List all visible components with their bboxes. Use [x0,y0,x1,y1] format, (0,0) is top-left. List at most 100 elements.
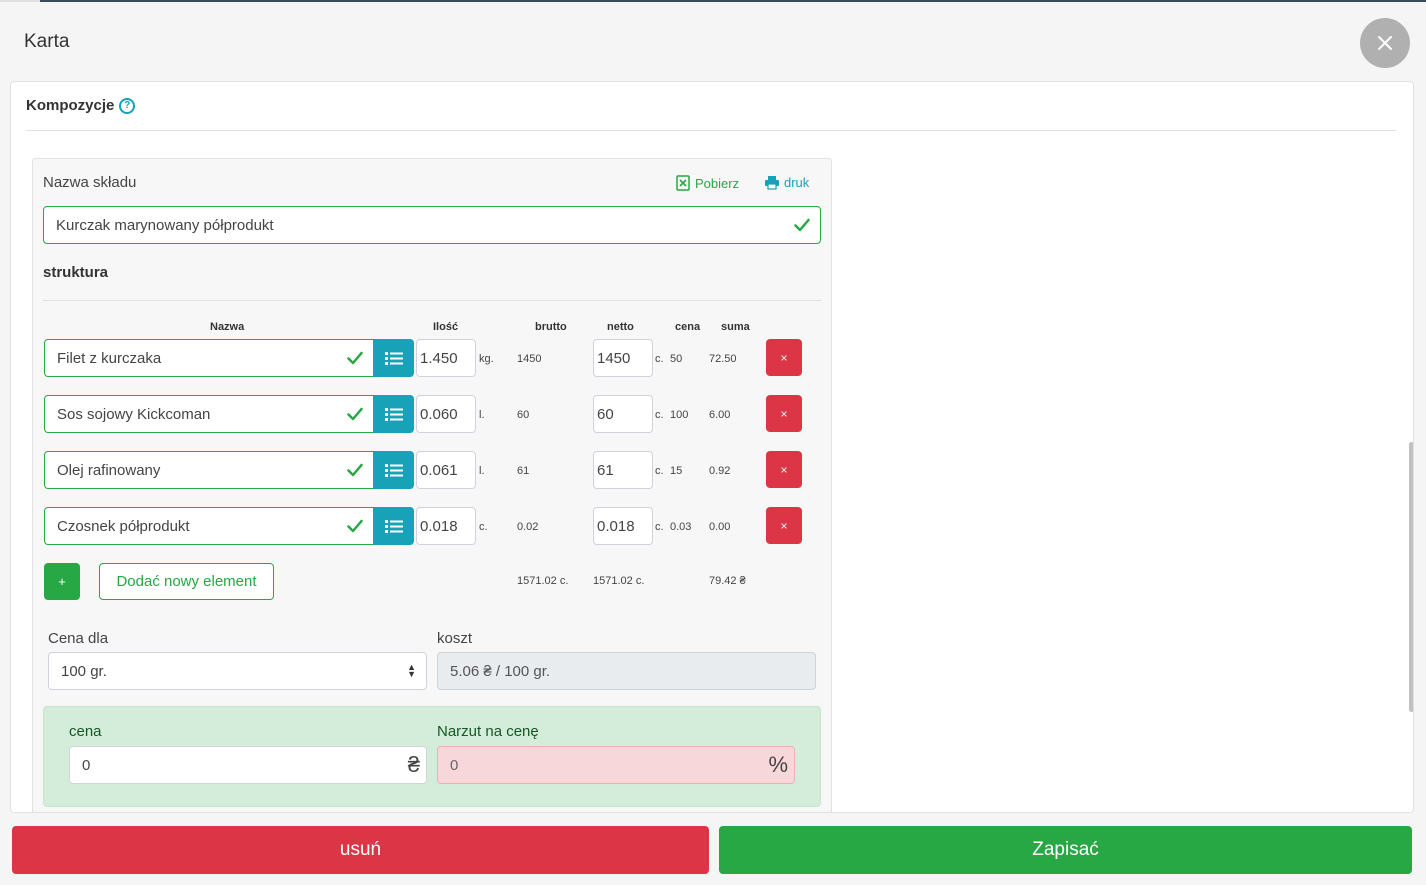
column-header-gross: brutto [535,321,567,333]
total-gross: 1571.02 c. [517,575,569,587]
net-unit: c. [655,409,664,421]
ingredient-name-input[interactable]: Czosnek półprodukt [44,507,374,545]
ingredient-list-button[interactable] [373,339,414,377]
check-icon [347,351,363,365]
sum-value: 72.50 [709,353,737,365]
scrollbar[interactable] [1409,442,1413,712]
qty-input[interactable]: 0.060 [416,395,476,433]
markup-input-value: 0 [450,756,459,774]
check-icon [794,218,810,232]
check-icon [347,519,363,533]
ingredient-row: Olej rafinowany 0.061 l. 61 61 c. 15 0.9… [33,451,833,491]
price-for-label: Cena dla [48,630,109,647]
ingredient-name: Olej rafinowany [57,461,161,479]
section-title: Kompozycje [26,97,115,114]
column-header-price: cena [675,321,701,333]
ingredient-name-input[interactable]: Filet z kurczaka [44,339,374,377]
ingredient-name: Sos sojowy Kickcoman [57,405,211,423]
qty-unit: l. [479,409,485,421]
compositions-panel: Kompozycje ? Nazwa składu Pobierz druk K… [10,81,1414,813]
qty-input[interactable]: 1.450 [416,339,476,377]
column-header-net: netto [607,321,634,333]
list-icon [384,519,403,533]
list-icon [384,407,403,421]
net-input[interactable]: 61 [593,451,653,489]
divider [26,130,1396,131]
column-header-name: Nazwa [210,321,245,333]
ingredient-list-button[interactable] [373,507,414,545]
markup-label: Narzut na cenę [437,723,539,740]
gross-value: 61 [517,465,530,477]
ingredient-list-button[interactable] [373,451,414,489]
ingredient-name-input[interactable]: Sos sojowy Kickcoman [44,395,374,433]
print-icon [765,176,779,190]
sum-value: 6.00 [709,409,731,421]
percent-icon: % [768,752,788,777]
sum-value: 0.92 [709,465,731,477]
net-input[interactable]: 1450 [593,339,653,377]
cost-label: koszt [437,630,473,647]
delete-row-button[interactable]: × [766,339,802,376]
close-button[interactable] [1360,18,1410,68]
close-icon [1378,36,1392,50]
gross-value: 60 [517,409,530,421]
price-value: 50 [670,353,683,365]
recipe-name-input[interactable]: Kurczak marynowany półprodukt [43,206,821,244]
price-for-value: 100 gr. [61,662,107,680]
delete-row-button[interactable]: × [766,395,802,432]
list-icon [384,351,403,365]
price-value: 15 [670,465,683,477]
net-input[interactable]: 0.018 [593,507,653,545]
delete-button[interactable]: usuń [12,826,709,874]
check-icon [347,463,363,477]
price-value: 0.03 [670,521,692,533]
column-header-qty: Ilość [433,321,459,333]
price-input[interactable]: 0 ₴ [69,746,427,784]
save-button[interactable]: Zapisać [719,826,1412,874]
select-arrows-icon: ▲ ▼ [407,662,416,679]
total-sum: 79.42 ₴ [709,575,746,587]
delete-row-button[interactable]: × [766,507,802,544]
gross-value: 1450 [517,353,542,365]
ingredient-name: Filet z kurczaka [57,349,162,367]
ingredient-row: Sos sojowy Kickcoman 0.060 l. 60 60 c. 1… [33,395,833,435]
delete-row-button[interactable]: × [766,451,802,488]
gross-value: 0.02 [517,521,539,533]
pricing-box: cena Narzut na cenę 0 ₴ 0 % [43,706,821,807]
qty-unit: c. [479,521,488,533]
help-icon[interactable]: ? [119,97,136,114]
markup-input[interactable]: 0 % [437,746,795,784]
divider [43,300,821,301]
ingredient-list-button[interactable] [373,395,414,433]
ingredient-row: Filet z kurczaka 1.450 kg. 1450 1450 c. … [33,339,833,379]
net-input[interactable]: 60 [593,395,653,433]
print-link[interactable]: druk [764,175,809,190]
price-for-select[interactable]: 100 gr. ▲ ▼ [48,652,427,690]
net-unit: c. [655,521,664,533]
composition-card: Nazwa składu Pobierz druk Kurczak maryno… [32,158,833,812]
qty-input[interactable]: 0.061 [416,451,476,489]
add-element-button[interactable]: Dodać nowy element [99,563,274,600]
ingredient-name-input[interactable]: Olej rafinowany [44,451,374,489]
column-header-sum: suma [721,321,750,333]
print-label: druk [784,175,810,190]
recipe-name-label: Nazwa składu [43,174,137,191]
total-net: 1571.02 c. [593,575,645,587]
add-row-plus-button[interactable]: + [44,563,80,600]
net-unit: c. [655,465,664,477]
sum-value: 0.00 [709,521,731,533]
recipe-name-value: Kurczak marynowany półprodukt [56,216,274,234]
section-heading: Kompozycje ? [26,97,136,114]
modal-title: Karta [24,31,70,52]
price-input-value: 0 [82,756,91,774]
excel-icon [676,175,690,191]
list-icon [384,463,403,477]
structure-title: struktura [43,264,109,281]
qty-input[interactable]: 0.018 [416,507,476,545]
ingredient-name: Czosnek półprodukt [57,517,190,535]
cost-field: 5.06 ₴ / 100 gr. [437,652,816,690]
qty-unit: l. [479,465,485,477]
download-link[interactable]: Pobierz [676,175,739,191]
currency-icon: ₴ [407,752,420,777]
